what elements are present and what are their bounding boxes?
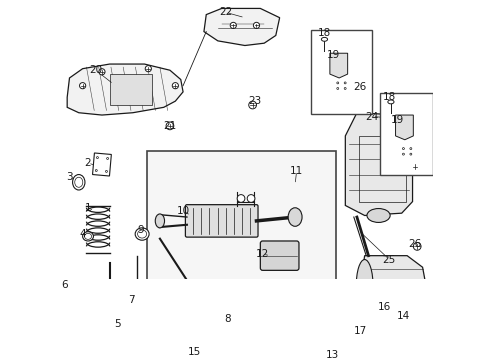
Polygon shape [360, 256, 426, 319]
Text: 2: 2 [84, 158, 91, 168]
Polygon shape [329, 53, 347, 78]
Ellipse shape [237, 195, 244, 202]
Ellipse shape [356, 88, 364, 96]
Polygon shape [67, 64, 183, 115]
Bar [92, 153, 111, 176]
Text: 15: 15 [188, 347, 201, 357]
Polygon shape [395, 115, 412, 140]
Bar [310, 30, 371, 113]
Text: 16: 16 [377, 302, 390, 312]
Bar [192, 346, 209, 360]
Ellipse shape [355, 260, 372, 314]
Bar [100, 321, 145, 335]
Text: 13: 13 [325, 350, 338, 360]
Ellipse shape [82, 232, 93, 241]
Ellipse shape [412, 243, 420, 250]
Text: 12: 12 [256, 249, 269, 259]
Ellipse shape [130, 297, 140, 307]
Bar [318, 306, 373, 348]
Ellipse shape [378, 299, 384, 305]
Ellipse shape [253, 22, 259, 28]
FancyBboxPatch shape [185, 205, 258, 237]
Text: 5: 5 [114, 319, 121, 329]
Ellipse shape [410, 163, 418, 171]
Text: 23: 23 [248, 96, 261, 106]
Bar [400, 147, 412, 156]
Ellipse shape [230, 22, 236, 28]
Text: 8: 8 [224, 314, 230, 324]
Text: 14: 14 [396, 311, 409, 321]
Ellipse shape [392, 113, 398, 120]
Bar [146, 151, 335, 298]
Polygon shape [65, 280, 86, 306]
Text: 22: 22 [219, 7, 232, 17]
Text: 19: 19 [326, 50, 340, 60]
Ellipse shape [155, 214, 164, 228]
Text: 6: 6 [61, 280, 68, 290]
Bar [326, 318, 337, 333]
Text: 18: 18 [382, 92, 395, 102]
Ellipse shape [172, 82, 178, 89]
Text: 21: 21 [163, 121, 176, 131]
Text: 25: 25 [382, 255, 395, 265]
Polygon shape [345, 113, 412, 216]
Text: 20: 20 [89, 65, 102, 75]
Ellipse shape [145, 66, 151, 72]
Ellipse shape [135, 228, 149, 240]
Text: 24: 24 [365, 112, 378, 122]
Ellipse shape [387, 100, 393, 104]
Bar [379, 93, 432, 175]
Bar [109, 74, 152, 105]
Ellipse shape [287, 208, 302, 226]
Text: 10: 10 [176, 206, 189, 216]
Ellipse shape [247, 195, 254, 202]
Ellipse shape [366, 208, 389, 222]
Text: 26: 26 [407, 239, 421, 249]
Ellipse shape [99, 69, 105, 75]
Text: 3: 3 [66, 172, 73, 182]
Text: 18: 18 [317, 28, 330, 38]
Text: 17: 17 [353, 327, 366, 336]
Text: 1: 1 [84, 203, 91, 213]
Text: 26: 26 [353, 82, 366, 92]
Text: 19: 19 [390, 116, 404, 125]
Text: 9: 9 [137, 225, 143, 235]
Ellipse shape [72, 175, 85, 190]
Ellipse shape [80, 82, 85, 89]
Ellipse shape [248, 101, 256, 109]
Bar [359, 136, 405, 202]
Ellipse shape [347, 316, 358, 327]
Text: 11: 11 [289, 166, 303, 176]
Text: 7: 7 [128, 296, 134, 306]
Bar [335, 81, 347, 90]
Ellipse shape [321, 37, 327, 41]
Text: 4: 4 [79, 229, 86, 239]
Polygon shape [203, 8, 279, 45]
FancyBboxPatch shape [260, 241, 298, 270]
Ellipse shape [166, 122, 173, 130]
Bar [373, 294, 389, 314]
